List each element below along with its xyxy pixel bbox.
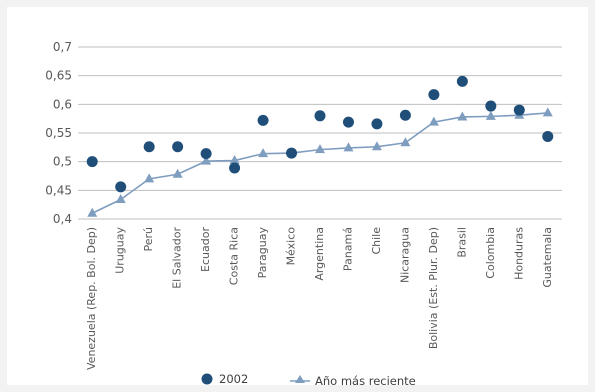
y-tick-label: 0,55 [45, 126, 72, 140]
x-tick-label: Perú [142, 227, 155, 252]
x-tick-label: Colombia [484, 227, 497, 279]
point-2002 [428, 89, 440, 101]
x-tick-label: Chile [370, 227, 383, 255]
series-2002 [86, 75, 554, 193]
point-recent [371, 141, 382, 151]
point-recent [229, 155, 240, 165]
x-tick-label: México [285, 227, 298, 266]
point-recent [485, 110, 496, 120]
y-axis-ticks: 0,4 0,45 0,5 0,55 0,6 0,65 0,7 [45, 40, 72, 226]
point-2002 [456, 75, 468, 87]
x-tick-label: Venezuela (Rep. Bol. Dep) [85, 227, 98, 370]
point-recent [172, 168, 183, 178]
point-2002 [229, 162, 241, 174]
point-recent [315, 144, 325, 154]
point-recent [457, 111, 468, 121]
point-2002 [86, 156, 98, 168]
y-tick-label: 0,45 [45, 183, 72, 197]
legend: 2002 Año más reciente [201, 372, 416, 388]
legend-label-recent: Año más reciente [315, 374, 416, 388]
point-recent [258, 148, 269, 158]
point-recent [144, 173, 155, 183]
x-tick-label: Nicaragua [398, 227, 411, 283]
gridlines [78, 46, 562, 220]
point-2002 [542, 130, 554, 142]
y-tick-label: 0,4 [53, 212, 72, 226]
legend-label-2002: 2002 [219, 372, 248, 386]
x-tick-label: Argentina [313, 227, 326, 281]
y-tick-label: 0,6 [53, 97, 72, 111]
point-recent [87, 207, 98, 217]
point-2002 [485, 100, 497, 112]
point-2002 [200, 148, 212, 160]
point-2002 [314, 110, 326, 122]
x-tick-label: Bolivia (Est. Plur. Dep) [427, 227, 440, 349]
point-2002 [513, 104, 525, 116]
x-tick-label: Uruguay [114, 227, 127, 274]
point-2002 [115, 181, 127, 193]
series-recent [87, 107, 553, 217]
x-tick-label: El Salvador [171, 227, 184, 289]
point-2002 [172, 141, 184, 153]
x-tick-label: Guatemala [541, 227, 554, 288]
x-axis-ticks: Venezuela (Rep. Bol. Dep) Uruguay Perú El S… [85, 227, 554, 371]
point-2002 [257, 114, 269, 126]
y-tick-label: 0,5 [53, 155, 72, 169]
point-recent [343, 142, 354, 152]
y-tick-label: 0,65 [45, 69, 72, 83]
chart-area [7, 7, 588, 385]
legend-marker-2002 [201, 373, 213, 385]
legend-marker-recent [295, 375, 305, 383]
point-recent [400, 137, 411, 147]
point-recent [428, 116, 439, 126]
point-2002 [143, 141, 155, 153]
point-2002 [371, 118, 383, 130]
point-recent [542, 107, 553, 117]
point-recent [115, 194, 126, 204]
x-tick-label: Paraguay [256, 227, 269, 279]
x-tick-label: Costa Rica [228, 227, 241, 285]
point-2002 [342, 116, 354, 128]
x-tick-label: Panamá [341, 227, 354, 271]
y-tick-label: 0,7 [53, 40, 72, 54]
x-tick-label: Honduras [512, 227, 525, 280]
point-recent [201, 155, 212, 165]
x-tick-label: Ecuador [199, 227, 212, 272]
point-2002 [286, 147, 298, 159]
point-2002 [399, 109, 411, 121]
x-tick-label: Brasil [455, 227, 468, 258]
